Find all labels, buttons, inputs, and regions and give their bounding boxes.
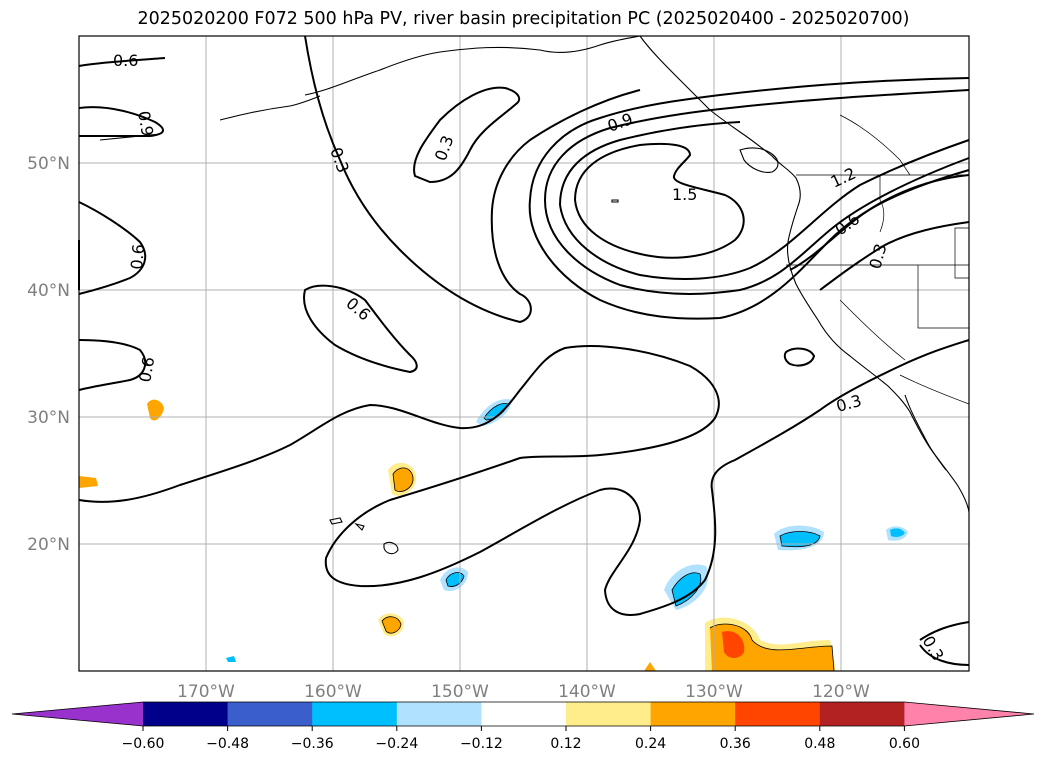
precip-patch-positive	[147, 399, 164, 421]
pv-contour-0.9	[529, 77, 970, 201]
colorbar-segment	[566, 702, 652, 726]
pv-contour-0.3	[819, 221, 970, 291]
pv-contour-0.3	[919, 644, 970, 666]
map-background	[79, 36, 969, 671]
map-title: 2025020200 F072 500 hPa PV, river basin …	[137, 9, 910, 29]
lon-label: 170°W	[177, 682, 235, 702]
colorbar-segment	[227, 702, 313, 726]
precip-patch-positive	[710, 624, 834, 671]
precip-patch-positive	[79, 476, 98, 488]
colorbar-segment	[819, 702, 905, 726]
pv-contour-0.6	[78, 201, 147, 295]
precip-patch-negative	[780, 531, 820, 547]
contour-label: 0.6	[127, 243, 148, 270]
colorbar-segment	[481, 702, 567, 726]
lon-label: 140°W	[558, 682, 616, 702]
precip-patch-positive	[722, 631, 745, 658]
pv-contour-0.3	[919, 621, 970, 641]
colorbar-extend-low	[12, 702, 143, 726]
colorbar-tick-label: 0.60	[889, 736, 920, 752]
lon-label: 160°W	[304, 682, 362, 702]
map-frame	[78, 35, 970, 672]
colorbar-segment	[312, 702, 398, 726]
pv-contour-0.6	[303, 284, 418, 374]
latitude-labels: 50°N 40°N 30°N 20°N	[27, 154, 70, 555]
lat-label: 20°N	[27, 535, 70, 555]
pv-contour-0.6	[78, 106, 164, 137]
pv-contours	[78, 35, 970, 666]
pv-contour-1.2b	[559, 121, 741, 206]
colorbar-tick-label: 0.36	[720, 736, 751, 752]
colorbar-tick-label: 0.24	[635, 736, 666, 752]
contour-label: 0.6	[135, 355, 158, 383]
longitude-labels: 170°W 160°W 150°W 140°W 130°W 120°W	[177, 682, 870, 702]
pv-contour-0.6	[78, 339, 147, 391]
lon-label: 120°W	[812, 682, 870, 702]
pv-contour-0.3	[783, 347, 816, 367]
map-panel: 0.6 0.9 0.3 0.3 0.9 1.5 1.2 0.6 0.3 0.6 …	[78, 35, 970, 672]
colorbar-tick-label: −0.60	[122, 736, 165, 752]
pv-contour-0.3	[413, 86, 521, 184]
colorbar-segment	[650, 702, 736, 726]
precip-patch-negative	[226, 656, 236, 662]
coastlines	[99, 35, 970, 555]
precip-outline-layer	[381, 403, 835, 672]
lon-label: 150°W	[431, 682, 489, 702]
colorbar-tick-label: −0.24	[375, 736, 418, 752]
precip-patch-positive	[644, 662, 656, 671]
precip-patch-negative	[672, 572, 701, 606]
pv-contour-0.3	[78, 339, 970, 616]
pv-contour-0.6	[78, 57, 166, 67]
precip-patch-negative	[890, 528, 905, 537]
colorbar-tick-label: −0.36	[291, 736, 334, 752]
lat-label: 40°N	[27, 281, 70, 301]
colorbar-extend-high	[904, 702, 1034, 726]
colorbar-tick-label: 0.48	[804, 736, 835, 752]
pv-contour-1.2	[544, 157, 970, 296]
pv-contour-0.3	[304, 35, 641, 324]
precip-patch-negative	[484, 403, 508, 420]
colorbar-segment	[143, 702, 229, 726]
pv-contour-1.2	[544, 89, 970, 201]
pv-contour-1.2b	[559, 139, 970, 281]
colorbar-segment	[396, 702, 482, 726]
lat-label: 50°N	[27, 154, 70, 174]
colorbar-tick-label: −0.48	[206, 736, 249, 752]
colorbar-tick-label: 0.12	[550, 736, 581, 752]
colorbar: −0.60 −0.48 −0.36 −0.24 −0.12 0.12 0.24 0.36 0.4…	[11, 701, 1035, 752]
colorbar-tick-label: −0.12	[460, 736, 503, 752]
contour-label: 1.5	[672, 185, 697, 204]
precip-patch-positive	[382, 616, 401, 634]
precip-patch-positive	[393, 467, 414, 492]
lat-label: 30°N	[27, 408, 70, 428]
colorbar-segment	[735, 702, 821, 726]
pv-contour-0.6	[789, 174, 970, 271]
contour-label: 0.9	[134, 109, 157, 137]
pv-contour-1.5	[573, 142, 745, 259]
contour-label: 0.6	[113, 51, 138, 70]
lon-label: 130°W	[685, 682, 743, 702]
